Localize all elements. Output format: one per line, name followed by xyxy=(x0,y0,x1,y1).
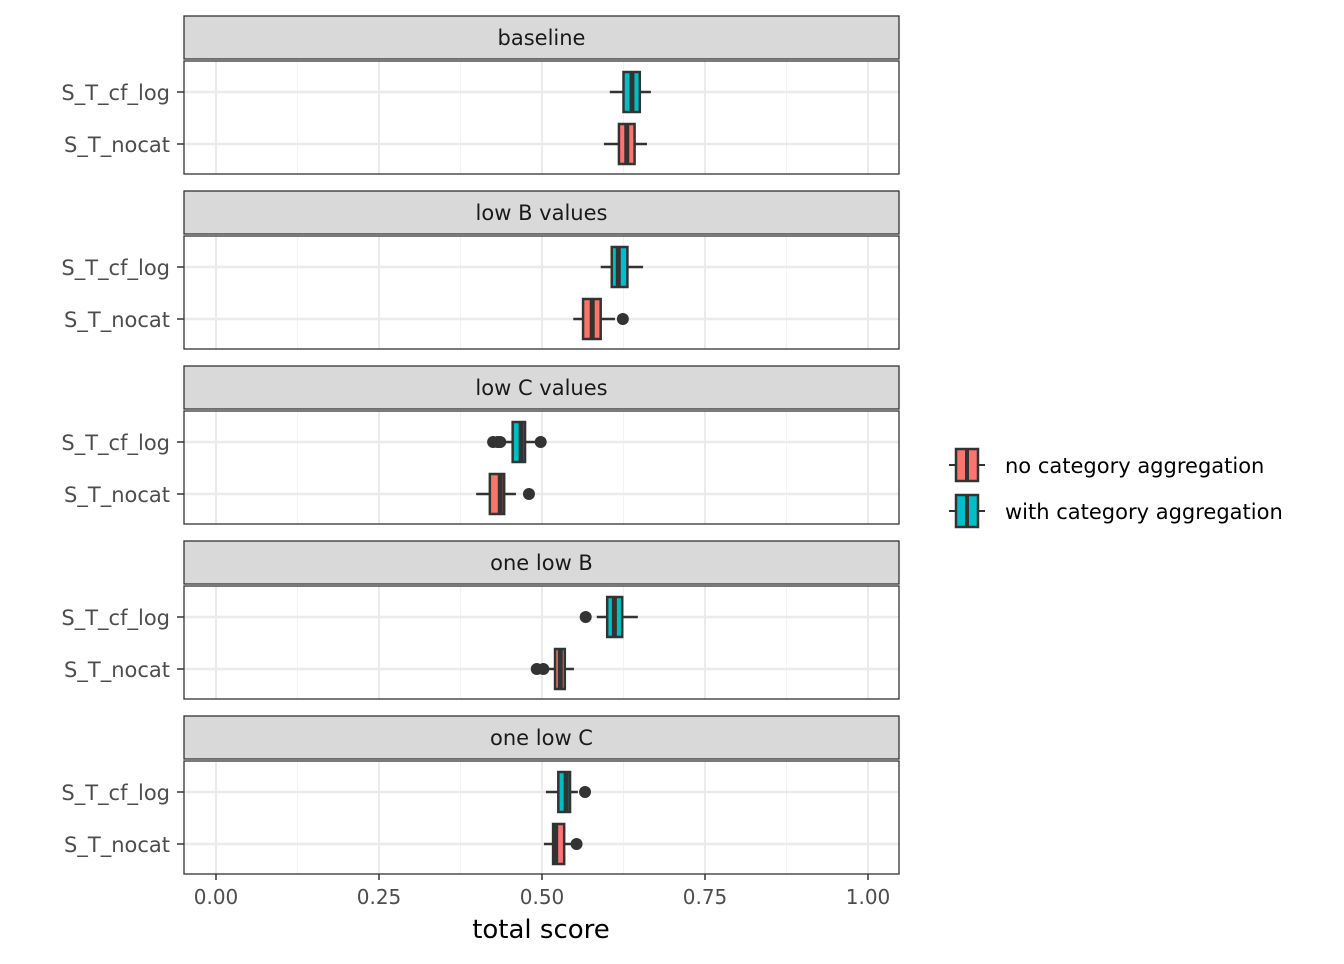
outlier-point xyxy=(534,436,547,448)
boxplot-S_T_cf_log xyxy=(487,420,547,464)
y-tick-label: S_T_nocat xyxy=(64,133,170,158)
facet-strip xyxy=(183,540,900,585)
boxplot-S_T_cf_log xyxy=(600,245,644,289)
facet-low-C-values: low C values S_T_cf_log S_T_nocat xyxy=(61,365,900,525)
facet-baseline: baseline S_T_cf_log S_T_nocat xyxy=(61,15,900,175)
y-tick-label: S_T_cf_log xyxy=(61,606,170,631)
facet-strip xyxy=(183,15,900,60)
facet-title: baseline xyxy=(498,26,586,50)
y-tick-label: S_T_cf_log xyxy=(61,431,170,456)
facet-strip xyxy=(183,715,900,760)
facet-strip xyxy=(183,365,900,410)
y-tick-label: S_T_cf_log xyxy=(61,781,170,806)
facet-title: low B values xyxy=(476,201,608,225)
outlier-point xyxy=(537,663,550,675)
legend: no category aggregation with category agg… xyxy=(949,447,1283,529)
outlier-point xyxy=(579,786,592,798)
outlier-point xyxy=(494,436,507,448)
facet-title: one low B xyxy=(490,551,593,575)
x-tick-label: 0.75 xyxy=(683,885,728,909)
x-tick-label: 0.00 xyxy=(194,885,239,909)
boxplot-S_T_cf_log xyxy=(609,70,651,114)
facet-title: one low C xyxy=(490,726,593,750)
x-tick-label: 0.25 xyxy=(357,885,402,909)
boxplot-S_T_cf_log xyxy=(545,770,592,814)
panel-border xyxy=(183,585,900,700)
boxplot-S_T_nocat xyxy=(603,122,647,166)
legend-item: with category aggregation xyxy=(949,493,1283,529)
boxplot-S_T_nocat xyxy=(543,822,583,866)
boxplot-S_T_nocat xyxy=(530,647,574,691)
facet-low-B-values: low B values S_T_cf_log S_T_nocat xyxy=(61,190,900,350)
boxplot-S_T_nocat xyxy=(476,472,535,516)
outlier-point xyxy=(570,838,583,850)
facet-one-low-C: one low C S_T_cf_log S_T_nocat xyxy=(61,715,900,875)
x-axis-title: total score xyxy=(472,915,610,945)
outlier-point xyxy=(579,611,592,623)
boxplot-S_T_cf_log xyxy=(579,595,638,639)
y-tick-label: S_T_cf_log xyxy=(61,81,170,106)
x-axis: 0.00 0.25 0.50 0.75 1.00 xyxy=(194,874,891,909)
y-tick-label: S_T_nocat xyxy=(64,833,170,858)
outlier-point xyxy=(616,313,629,325)
panel-border xyxy=(183,60,900,175)
panel-border xyxy=(183,410,900,525)
y-tick-label: S_T_nocat xyxy=(64,658,170,683)
x-tick-label: 0.50 xyxy=(520,885,565,909)
panel-border xyxy=(183,235,900,350)
y-tick-label: S_T_nocat xyxy=(64,308,170,333)
outlier-point xyxy=(522,488,535,500)
boxplot-S_T_nocat xyxy=(573,297,629,341)
legend-item: no category aggregation xyxy=(949,447,1264,483)
box xyxy=(551,822,566,866)
legend-label: no category aggregation xyxy=(1005,454,1264,478)
facet-strip xyxy=(183,190,900,235)
x-tick-label: 1.00 xyxy=(846,885,891,909)
facet-title: low C values xyxy=(475,376,607,400)
legend-label: with category aggregation xyxy=(1005,500,1283,524)
facet-one-low-B: one low B S_T_cf_log S_T_nocat xyxy=(61,540,900,700)
y-tick-label: S_T_nocat xyxy=(64,483,170,508)
y-tick-label: S_T_cf_log xyxy=(61,256,170,281)
